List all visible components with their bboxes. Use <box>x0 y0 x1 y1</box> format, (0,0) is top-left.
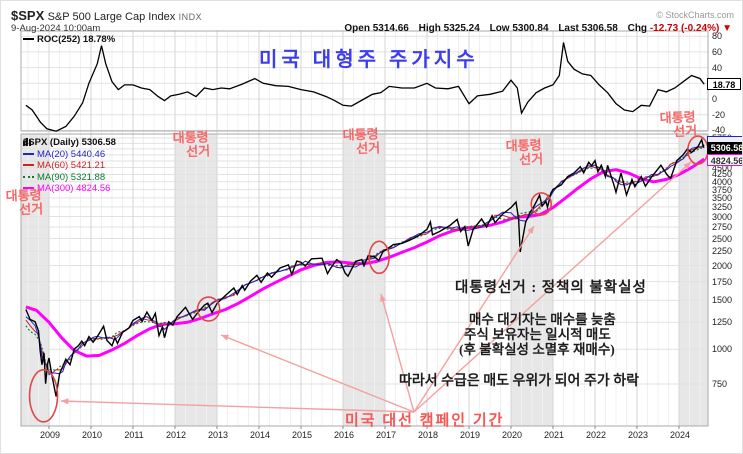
axis-tick: 2021 <box>543 430 565 440</box>
axis-tick: 4500 <box>712 162 733 173</box>
ma300-axis-box: 4824.56 <box>707 154 742 166</box>
axis-tick: 3500 <box>712 192 733 203</box>
axis-tick: 40 <box>712 62 723 73</box>
axis-tick: 2000 <box>712 260 733 271</box>
last-price-axis-box: 5306.58 <box>707 142 742 154</box>
axis-tick: 1500 <box>712 295 733 306</box>
axis-tick: 2015 <box>291 430 313 440</box>
axis-tick: 4000 <box>712 176 733 187</box>
axis-tick: 2011 <box>124 430 144 440</box>
axis-tick: 2009 <box>39 430 61 440</box>
axis-tick: 3750 <box>712 184 733 195</box>
axis-tick: 2010 <box>81 430 103 440</box>
axis-tick: 3000 <box>712 211 733 222</box>
axis-tick: 2020 <box>501 430 523 440</box>
axis-tick: 2018 <box>417 430 439 440</box>
axis-tick: 750 <box>712 379 728 389</box>
axis-tick: 2013 <box>207 430 229 440</box>
axis-tick: 4250 <box>712 169 733 180</box>
axis-tick: -40 <box>712 125 726 136</box>
axis-tick: 2500 <box>712 233 733 244</box>
roc-value-axis-box: 18.78 <box>707 78 741 90</box>
axis-tick: -20 <box>712 109 726 120</box>
axis-tick: 0 <box>712 94 718 104</box>
axis-tick: 1000 <box>712 344 733 355</box>
axis-tick: 2250 <box>712 246 733 257</box>
axis-tick: 60 <box>712 46 723 57</box>
axis-tick: 2014 <box>249 430 271 440</box>
axis-tick: 2017 <box>375 430 397 440</box>
axis-tick: 2016 <box>333 430 355 440</box>
axis-tick: 2750 <box>712 222 733 233</box>
axis-tick: 80 <box>712 31 723 42</box>
axis-tick: 2022 <box>585 430 607 440</box>
axis-tick: 1750 <box>712 276 733 287</box>
axis-tick: 2019 <box>459 430 481 440</box>
axis-tick: 1250 <box>712 317 733 328</box>
axis-tick: 2012 <box>165 430 187 440</box>
axis-tick: 2024 <box>669 430 691 440</box>
axis-tick: 2023 <box>627 430 649 440</box>
axis-tick: 3250 <box>712 201 733 212</box>
